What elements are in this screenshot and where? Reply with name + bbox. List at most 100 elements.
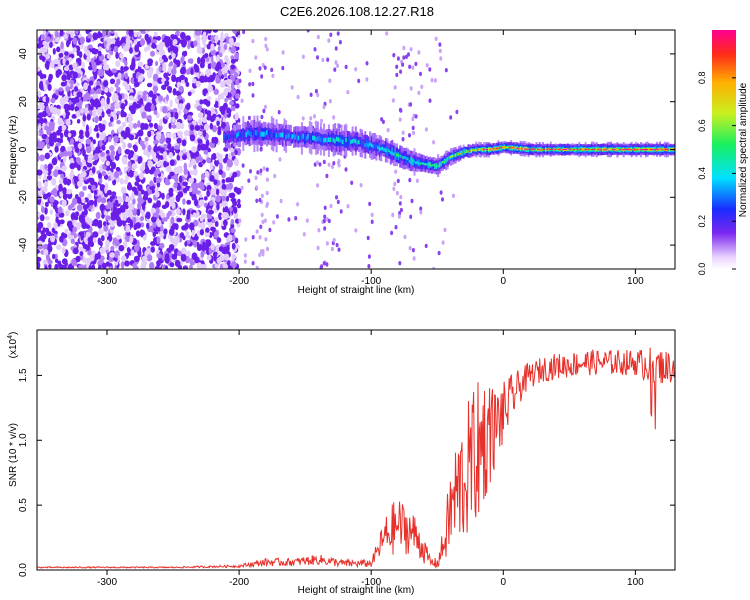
noise-speckle: [146, 222, 150, 230]
noise-speckle: [262, 166, 266, 171]
noise-speckle: [419, 206, 423, 211]
signal-cell: [659, 148, 662, 150]
noise-speckle: [155, 99, 159, 104]
signal-cell: [256, 130, 259, 136]
signal-cell: [473, 149, 476, 151]
noise-speckle: [392, 186, 396, 191]
noise-speckle: [195, 72, 200, 77]
noise-speckle: [259, 146, 263, 151]
noise-speckle: [164, 201, 170, 208]
noise-speckle: [407, 52, 410, 57]
noise-speckle: [190, 124, 195, 131]
noise-speckle: [96, 88, 102, 95]
y-tick-label: -20: [18, 190, 29, 205]
noise-speckle: [171, 68, 177, 76]
noise-speckle: [182, 266, 188, 269]
signal-cell: [345, 137, 348, 148]
noise-speckle: [43, 74, 47, 79]
signal-cell: [437, 165, 440, 168]
noise-speckle: [226, 108, 232, 114]
signal-cell: [600, 149, 603, 151]
noise-speckle: [124, 148, 131, 155]
signal-cell: [427, 163, 430, 166]
noise-speckle: [114, 211, 120, 218]
noise-speckle: [111, 68, 118, 73]
signal-cell: [587, 148, 590, 150]
noise-speckle: [179, 67, 186, 75]
signal-cell: [521, 148, 524, 150]
noise-speckle: [127, 182, 132, 190]
noise-speckle: [79, 251, 84, 256]
noise-speckle: [207, 85, 214, 93]
noise-speckle: [114, 240, 120, 247]
noise-speckle: [199, 185, 205, 191]
noise-speckle: [59, 151, 64, 158]
noise-speckle: [144, 30, 150, 33]
noise-speckle: [227, 234, 233, 242]
noise-speckle: [163, 35, 170, 44]
noise-speckle: [37, 140, 42, 148]
noise-speckle: [188, 177, 195, 183]
signal-cell: [668, 148, 671, 150]
noise-speckle: [174, 111, 179, 120]
noise-speckle: [83, 236, 90, 243]
noise-speckle: [417, 50, 421, 55]
noise-speckle: [111, 94, 117, 103]
noise-speckle: [61, 264, 67, 269]
noise-speckle: [230, 197, 237, 203]
colorbar: 0.0 0.2 0.4 0.6 0.8 Normalized spectral ampl…: [697, 30, 749, 275]
noise-speckle: [230, 55, 235, 61]
noise-speckle: [45, 105, 50, 114]
y-tick-label: 20: [18, 96, 29, 108]
noise-speckle: [116, 119, 121, 125]
signal-cell: [346, 140, 349, 145]
noise-speckle: [94, 253, 99, 261]
noise-speckle: [91, 264, 96, 269]
noise-speckle: [264, 43, 268, 48]
signal-cell: [616, 149, 619, 151]
noise-speckle: [144, 104, 150, 112]
signal-cell: [340, 138, 343, 144]
signal-cell: [329, 137, 332, 143]
signal-cell: [576, 148, 579, 150]
signal-cell: [589, 149, 592, 151]
noise-speckle: [65, 210, 70, 217]
noise-speckle: [224, 97, 228, 103]
noise-speckle: [61, 247, 66, 254]
noise-speckle: [120, 36, 126, 45]
noise-speckle: [296, 202, 300, 207]
noise-speckle: [335, 195, 338, 200]
signal-cell: [454, 154, 457, 156]
noise-speckle: [394, 169, 398, 174]
noise-speckle: [235, 187, 242, 195]
noise-speckle: [402, 55, 406, 60]
noise-speckle: [198, 112, 204, 119]
noise-speckle: [72, 130, 76, 138]
signal-cell: [304, 134, 307, 139]
noise-speckle: [279, 198, 283, 204]
noise-speckle: [156, 162, 161, 168]
noise-speckle: [140, 189, 145, 195]
noise-speckle: [48, 121, 55, 128]
noise-speckle: [134, 81, 140, 88]
noise-speckle: [63, 66, 70, 71]
noise-speckle: [214, 100, 219, 108]
noise-speckle: [408, 177, 412, 183]
signal-cell: [584, 149, 587, 151]
noise-speckle: [93, 73, 98, 80]
noise-speckle: [105, 204, 111, 210]
noise-speckle: [95, 60, 101, 66]
noise-speckle: [82, 94, 89, 102]
noise-speckle: [438, 42, 442, 47]
noise-speckle: [428, 67, 432, 72]
noise-speckle: [165, 136, 172, 144]
signal-cell: [619, 149, 622, 151]
noise-speckle: [113, 113, 118, 121]
noise-speckle: [82, 204, 89, 210]
noise-speckle: [59, 219, 65, 225]
noise-speckle: [313, 114, 316, 119]
noise-speckle: [265, 167, 269, 172]
signal-cell: [591, 148, 593, 150]
noise-speckle: [125, 234, 131, 243]
noise-speckle: [393, 181, 397, 187]
